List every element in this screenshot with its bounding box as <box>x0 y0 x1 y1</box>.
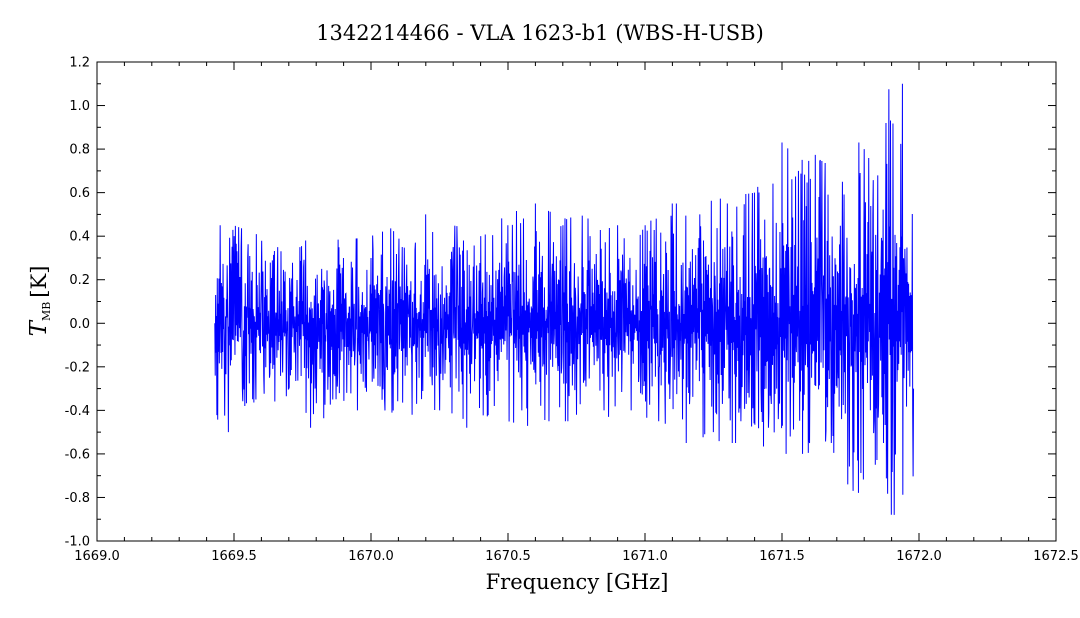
x-tick-label: 1669.0 <box>74 549 120 564</box>
y-tick-label: 0.2 <box>69 273 90 288</box>
y-tick-label: 0.4 <box>69 230 90 245</box>
y-tick-label: 1.2 <box>69 56 90 71</box>
y-tick-label: 1.0 <box>69 99 90 114</box>
x-tick-label: 1671.5 <box>759 549 805 564</box>
chart-title: 1342214466 - VLA 1623-b1 (WBS-H-USB) <box>316 21 764 45</box>
y-tick-label: -0.6 <box>65 447 90 462</box>
x-tick-label: 1670.0 <box>348 549 394 564</box>
x-tick-label: 1670.5 <box>485 549 531 564</box>
y-axis-label-unit: [K] <box>27 266 51 298</box>
x-axis-label: Frequency [GHz] <box>486 570 669 594</box>
y-axis-label: TMB [K] <box>26 266 53 337</box>
y-axis-label-subscript: MB <box>40 302 53 321</box>
y-tick-label: 0.8 <box>69 143 90 158</box>
y-tick-label: -0.4 <box>65 404 90 419</box>
spectrum-line <box>214 83 915 515</box>
y-axis-ticks: -1.0 -0.8 -0.6 -0.4 -0.2 0.0 0.2 0.4 0.6 0.8 1.0 1.… <box>65 56 1056 550</box>
x-tick-label: 1669.5 <box>211 549 257 564</box>
y-tick-label: 0.0 <box>69 317 90 332</box>
x-tick-label: 1671.0 <box>622 549 668 564</box>
x-tick-label: 1672.5 <box>1033 549 1079 564</box>
spectrum-line-layer <box>214 83 915 515</box>
x-axis-ticks: 1669.0 1669.5 1670.0 1670.5 1671.0 1671.5 1672… <box>74 62 1079 564</box>
y-axis-label-main: T <box>26 319 52 336</box>
y-tick-label: -1.0 <box>65 535 90 550</box>
y-tick-label: 0.6 <box>69 186 90 201</box>
y-tick-label: -0.8 <box>65 491 90 506</box>
y-tick-label: -0.2 <box>65 360 90 375</box>
x-tick-label: 1672.0 <box>896 549 942 564</box>
